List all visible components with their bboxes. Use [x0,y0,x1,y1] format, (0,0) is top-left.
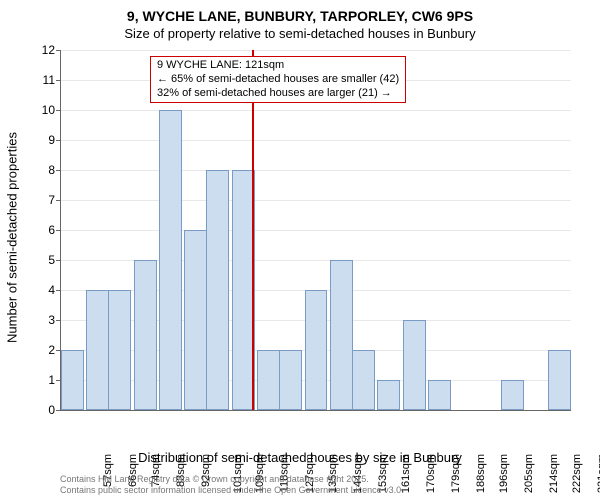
gridline [61,170,571,171]
gridline [61,200,571,201]
y-tick-label: 12 [25,43,55,57]
annotation-line1: 9 WYCHE LANE: 121sqm [157,59,399,73]
y-tick-label: 4 [25,283,55,297]
histogram-bar [86,290,109,410]
histogram-bar [428,380,451,410]
x-axis-label: Distribution of semi-detached houses by … [0,450,600,465]
histogram-bar [184,230,207,410]
annotation-line3: 32% of semi-detached houses are larger (… [157,87,399,101]
y-axis-label: Number of semi-detached properties [5,132,20,343]
chart-title-main: 9, WYCHE LANE, BUNBURY, TARPORLEY, CW6 9… [0,8,600,24]
histogram-bar [279,350,302,410]
histogram-bar [134,260,157,410]
histogram-bar [377,380,400,410]
y-tick-label: 8 [25,163,55,177]
annotation-line2: ← 65% of semi-detached houses are smalle… [157,73,399,87]
reference-marker-line [252,50,254,410]
footer-line1: Contains HM Land Registry data © Crown c… [60,474,404,485]
footer-attribution: Contains HM Land Registry data © Crown c… [60,474,404,496]
y-tick-label: 9 [25,133,55,147]
histogram-bar [159,110,182,410]
histogram-bar [61,350,84,410]
histogram-bar [257,350,280,410]
histogram-bar [108,290,131,410]
y-tick-label: 2 [25,343,55,357]
histogram-bar [548,350,571,410]
footer-line2: Contains public sector information licen… [60,485,404,496]
chart-container: 9, WYCHE LANE, BUNBURY, TARPORLEY, CW6 9… [0,0,600,500]
y-tick-label: 11 [25,73,55,87]
gridline [61,230,571,231]
histogram-bar [305,290,328,410]
y-tick-label: 6 [25,223,55,237]
chart-title-sub: Size of property relative to semi-detach… [0,26,600,41]
histogram-bar [403,320,426,410]
y-tick-label: 7 [25,193,55,207]
histogram-bar [352,350,375,410]
y-tick-label: 1 [25,373,55,387]
annotation-box: 9 WYCHE LANE: 121sqm ← 65% of semi-detac… [150,56,406,103]
histogram-bar [206,170,229,410]
plot-area [60,50,571,411]
histogram-bar [501,380,524,410]
gridline [61,110,571,111]
gridline [61,140,571,141]
y-tick-label: 10 [25,103,55,117]
y-tick-label: 5 [25,253,55,267]
histogram-bar [330,260,353,410]
gridline [61,50,571,51]
y-tick-label: 3 [25,313,55,327]
y-tick-label: 0 [25,403,55,417]
